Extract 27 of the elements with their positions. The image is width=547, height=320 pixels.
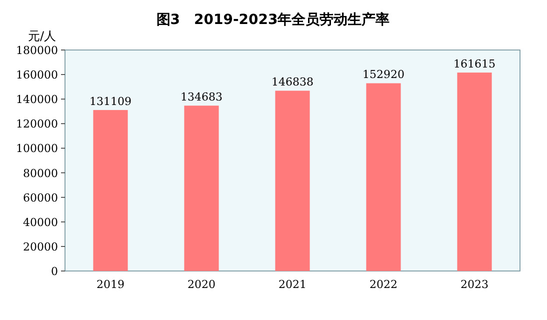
- data-label: 161615: [454, 58, 496, 71]
- data-label: 152920: [362, 68, 404, 82]
- y-axis-title: 元/人: [28, 29, 56, 43]
- x-tick-label: 2023: [460, 278, 488, 291]
- bar: [366, 83, 401, 271]
- data-label: 146838: [272, 76, 314, 89]
- y-tick-label: 60000: [23, 191, 58, 204]
- bar: [184, 106, 219, 271]
- chart-title: 图3 2019-2023年全员劳动生产率: [156, 11, 390, 28]
- y-tick-label: 120000: [16, 118, 58, 131]
- bar: [93, 110, 128, 271]
- x-tick-label: 2021: [278, 278, 306, 291]
- y-tick-label: 0: [51, 265, 58, 278]
- y-tick-label: 40000: [23, 216, 58, 229]
- x-tick-label: 2022: [370, 278, 398, 291]
- bar: [457, 72, 492, 271]
- y-tick-label: 160000: [16, 68, 58, 82]
- y-tick-label: 100000: [16, 142, 58, 156]
- y-tick-label: 20000: [23, 240, 58, 254]
- y-tick-label: 140000: [16, 93, 58, 106]
- data-label: 134683: [180, 90, 222, 104]
- y-tick-label: 180000: [16, 44, 58, 57]
- x-tick-label: 2020: [188, 278, 216, 291]
- bar: [275, 90, 310, 271]
- data-label: 131109: [90, 95, 132, 108]
- x-tick-label: 2019: [96, 278, 124, 291]
- y-tick-label: 80000: [23, 166, 58, 180]
